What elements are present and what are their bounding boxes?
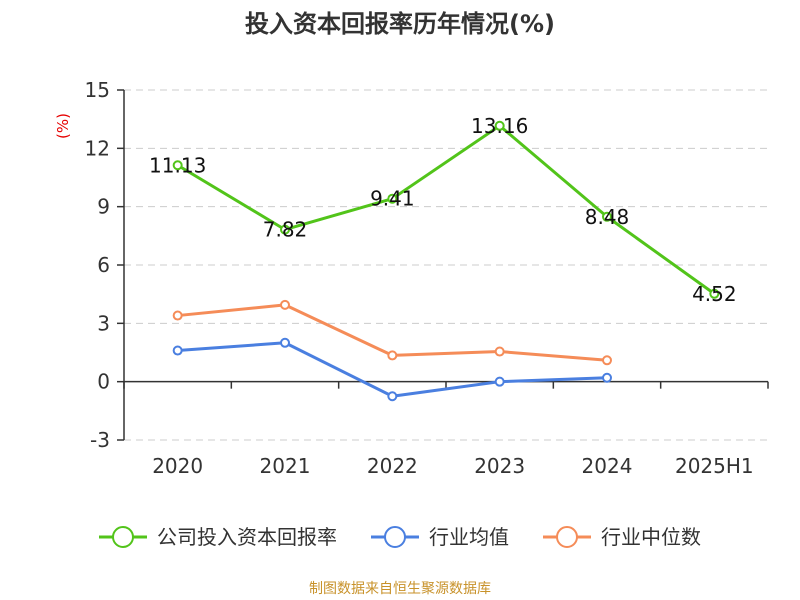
legend-item-1: 行业均值 <box>371 525 509 549</box>
legend-label: 行业均值 <box>429 525 509 549</box>
legend-swatch-marker <box>556 526 578 548</box>
data-label: 7.82 <box>263 218 308 242</box>
legend-label: 公司投入资本回报率 <box>157 525 337 549</box>
series-point-1 <box>172 345 183 356</box>
data-label: 4.52 <box>692 282 737 306</box>
legend-swatch-marker <box>384 526 406 548</box>
y-tick-label: 0 <box>97 370 110 394</box>
series-point-0 <box>172 160 183 171</box>
data-label: 13.16 <box>471 114 528 138</box>
series-line-0 <box>176 124 716 295</box>
series-point-0 <box>387 193 398 204</box>
series-point-2 <box>280 299 290 310</box>
series-point-1 <box>387 391 398 402</box>
series-point-1 <box>280 337 290 348</box>
series-point-2 <box>387 350 398 361</box>
legend-item-0: 公司投入资本回报率 <box>99 525 337 549</box>
data-label: 8.48 <box>585 205 630 229</box>
series-point-1 <box>602 372 612 383</box>
data-label: 9.41 <box>370 187 415 211</box>
y-tick-label: 9 <box>97 195 110 219</box>
series-lines <box>172 120 720 402</box>
series-point-1 <box>494 376 505 387</box>
legend: 公司投入资本回报率 行业均值 行业中位数 <box>99 525 701 549</box>
axes: 15 12 9 6 3 0 -3 2020 2021 2022 2023 2024 2025H1 <box>85 78 769 478</box>
data-labels: 11.13 7.82 9.41 13.16 8.48 4.52 <box>149 114 737 306</box>
legend-swatch-marker <box>112 526 134 548</box>
y-tick-label: 3 <box>97 311 110 335</box>
series-point-2 <box>172 310 183 321</box>
series-point-0 <box>709 288 720 299</box>
series-point-0 <box>280 224 290 235</box>
x-tick-label-2022: 2022 <box>367 454 418 478</box>
legend-label: 行业中位数 <box>601 525 701 549</box>
series-point-0 <box>494 120 505 131</box>
x-tick-label-2025H1: 2025H1 <box>675 454 754 478</box>
series-point-2 <box>494 346 505 357</box>
y-tick-label: 12 <box>85 136 110 160</box>
x-tick-label-2021: 2021 <box>260 454 311 478</box>
series-point-0 <box>602 211 612 222</box>
y-tick-label: -3 <box>90 428 110 452</box>
legend-item-2: 行业中位数 <box>543 525 701 549</box>
data-label: 11.13 <box>149 153 206 177</box>
x-tick-label-2020: 2020 <box>152 454 203 478</box>
series-point-2 <box>602 355 612 366</box>
x-tick-label-2023: 2023 <box>474 454 525 478</box>
y-tick-label: 6 <box>97 253 110 277</box>
chart-title: 投入资本回报率历年情况(%) <box>245 10 555 38</box>
y-tick-label: 15 <box>85 78 110 102</box>
x-tick-label-2024: 2024 <box>582 454 633 478</box>
source-note: 制图数据来自恒生聚源数据库 <box>309 581 491 597</box>
y-axis-unit-label: (%) <box>54 113 72 139</box>
